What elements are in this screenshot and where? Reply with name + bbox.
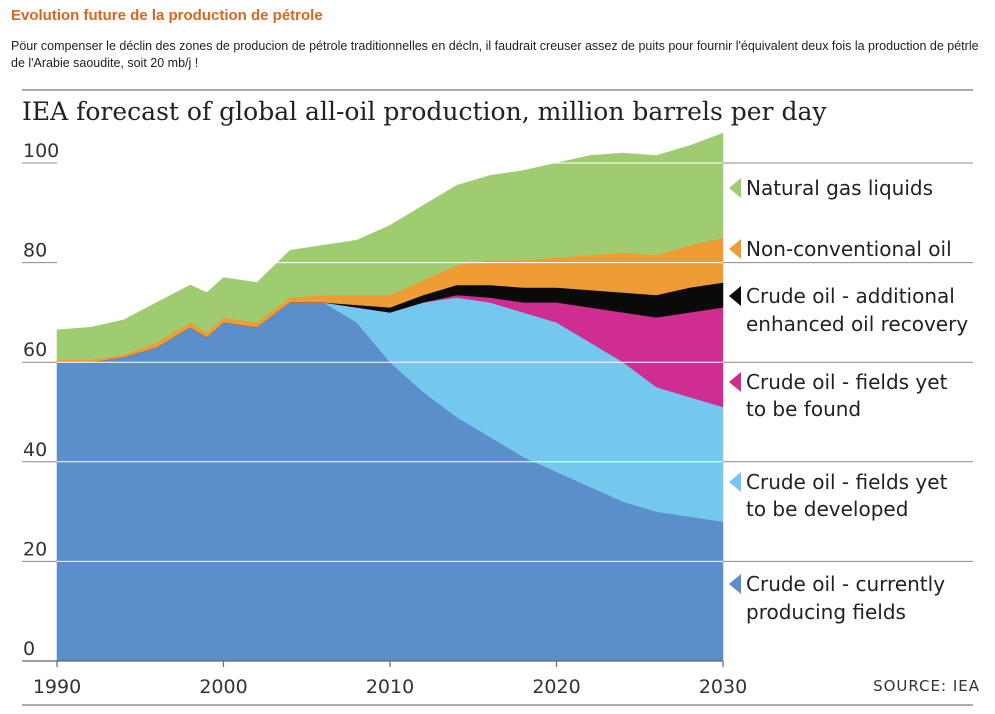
legend-marker-crude-oil-additional-enhanced-oil-recovery (729, 286, 741, 306)
x-tick-label-2020: 2020 (532, 676, 580, 698)
legend-marker-crude-oil-fields-yet-to-be-found (729, 372, 741, 392)
area-natural-gas-liquids (56, 132, 724, 360)
y-tick-labels: 0 20 40 60 80 100 (23, 140, 59, 660)
x-tick-label-2000: 2000 (199, 676, 247, 698)
legend: Natural gas liquids Non-conventional oil C… (729, 176, 968, 624)
intro-paragraph: Pöur compenser le déclin des zones de pr… (11, 39, 979, 70)
legend-label-crude-oil-additional-enhanced-oil-recovery: Crude oil - additional enhanced oil recov… (746, 284, 968, 336)
x-tick-label-1990: 1990 (33, 676, 81, 698)
legend-marker-non-conventional-oil (729, 239, 741, 259)
legend-marker-crude-oil-currently-producing-fields (729, 574, 741, 594)
legend-marker-crude-oil-fields-yet-to-be-developed (729, 472, 741, 492)
area-layer (56, 132, 724, 662)
x-tick-label-2010: 2010 (366, 676, 414, 698)
chart-title: IEA forecast of global all-oil productio… (22, 97, 827, 126)
source-label: SOURCE: IEA (873, 677, 980, 695)
legend-marker-natural-gas-liquids (729, 178, 741, 198)
y-tick-label-80: 80 (23, 240, 47, 262)
y-tick-label-60: 60 (23, 339, 47, 361)
y-tick-label-20: 20 (23, 538, 47, 560)
x-tick-label-2030: 2030 (699, 676, 747, 698)
legend-label-crude-oil-currently-producing-fields: Crude oil - currently producing fields (746, 572, 945, 624)
x-tick-labels: 1990 2000 2010 2020 2030 (33, 661, 747, 698)
page-heading: Evolution future de la production de pét… (11, 7, 323, 24)
legend-label-crude-oil-fields-yet-to-be-found: Crude oil - fields yet to be found (746, 370, 948, 421)
legend-label-natural-gas-liquids: Natural gas liquids (746, 176, 933, 200)
y-tick-label-100: 100 (23, 140, 59, 162)
y-tick-label-0: 0 (23, 638, 35, 660)
legend-label-non-conventional-oil: Non-conventional oil (746, 237, 952, 261)
legend-label-crude-oil-fields-yet-to-be-developed: Crude oil - fields yet to be developed (746, 470, 948, 521)
y-tick-label-40: 40 (23, 439, 47, 461)
grid-layer (22, 162, 973, 662)
